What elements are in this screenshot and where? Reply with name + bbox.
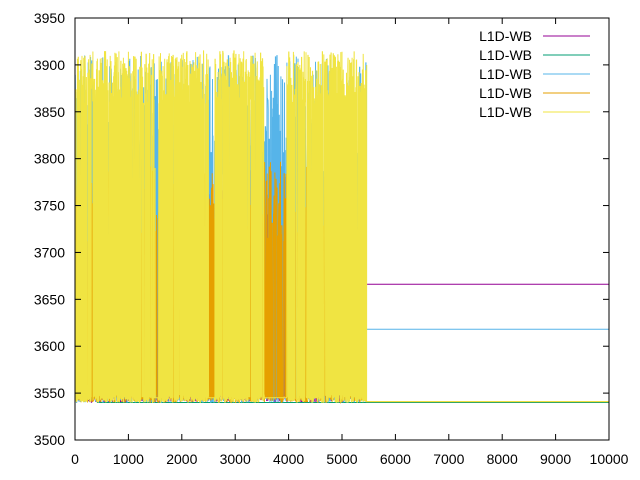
x-tick-label: 7000	[433, 451, 464, 467]
legend-label: L1D-WB	[479, 47, 532, 63]
x-tick-label: 9000	[540, 451, 571, 467]
x-tick-label: 8000	[487, 451, 518, 467]
x-tick-label: 6000	[380, 451, 411, 467]
x-tick-label: 4000	[273, 451, 304, 467]
x-tick-label: 5000	[326, 451, 357, 467]
y-tick-label: 3850	[34, 104, 65, 120]
y-tick-label: 3750	[34, 198, 65, 214]
x-tick-label: 0	[71, 451, 79, 467]
x-tick-label: 3000	[220, 451, 251, 467]
legend-label: L1D-WB	[479, 66, 532, 82]
legend-label: L1D-WB	[479, 104, 532, 120]
x-tick-label: 10000	[590, 451, 629, 467]
series-layer	[74, 50, 609, 404]
x-axis: 0 1000 2000 3000 4000 5000 6000 7000 8000 9000 100…	[71, 18, 629, 467]
y-tick-label: 3650	[34, 291, 65, 307]
y-tick-label: 3700	[34, 244, 65, 260]
y-tick-label: 3500	[34, 432, 65, 448]
y-tick-label: 3900	[34, 57, 65, 73]
x-tick-label: 1000	[113, 451, 144, 467]
y-tick-label: 3950	[34, 10, 65, 26]
legend: L1D-WB L1D-WB L1D-WB L1D-WB L1D-WB	[479, 28, 590, 120]
y-axis: 3500 3550 3600 3650 3700 3750 3800 3850 3900 3950	[34, 10, 609, 448]
legend-label: L1D-WB	[479, 28, 532, 44]
y-tick-label: 3800	[34, 151, 65, 167]
legend-label: L1D-WB	[479, 85, 532, 101]
y-tick-label: 3600	[34, 338, 65, 354]
x-tick-label: 2000	[166, 451, 197, 467]
series-line-5	[74, 50, 609, 403]
y-tick-label: 3550	[34, 385, 65, 401]
